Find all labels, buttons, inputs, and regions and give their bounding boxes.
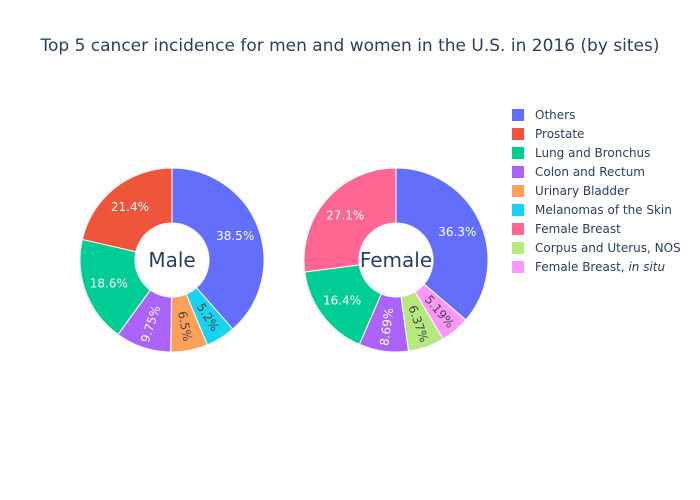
legend: Others Prostate Lung and Bronchus Colon and…	[512, 108, 681, 274]
slice-label: 36.3%	[438, 225, 476, 239]
slice-label: 38.5%	[216, 229, 254, 243]
pie-center-label: Female	[360, 248, 432, 272]
legend-label: Female Breast, in situ	[535, 260, 665, 274]
legend-swatch	[512, 147, 524, 159]
legend-item-corpus-and-uterus-nos[interactable]: Corpus and Uterus, NOS	[512, 241, 681, 255]
legend-swatch	[512, 204, 524, 216]
slice-prostate[interactable]	[81, 167, 173, 253]
slice-label: 18.6%	[90, 277, 128, 291]
pie-male: 38.5%5.2%6.5%9.75%18.6%21.4%Male	[79, 167, 265, 353]
slice-label: 8.69%	[377, 307, 396, 347]
slice-label: 21.4%	[111, 200, 149, 214]
pie-center-label: Male	[148, 248, 195, 272]
legend-label: Urinary Bladder	[535, 184, 629, 198]
slice-others[interactable]	[171, 167, 265, 330]
legend-label: Lung and Bronchus	[535, 146, 650, 160]
legend-swatch	[512, 185, 524, 197]
legend-swatch	[512, 166, 524, 178]
legend-label: Female Breast	[535, 222, 621, 236]
legend-item-urinary-bladder[interactable]: Urinary Bladder	[512, 184, 629, 198]
legend-item-colon-and-rectum[interactable]: Colon and Rectum	[512, 165, 645, 179]
slice-label: 16.4%	[323, 294, 361, 308]
pie-female: 36.3%5.19%6.37%8.69%16.4%27.1%Female	[303, 167, 489, 353]
legend-item-others[interactable]: Others	[512, 108, 575, 122]
legend-label: Colon and Rectum	[535, 165, 645, 179]
legend-swatch	[512, 128, 524, 140]
legend-swatch	[512, 223, 524, 235]
legend-label: Prostate	[535, 127, 584, 141]
pies: 38.5%5.2%6.5%9.75%18.6%21.4%Male36.3%5.1…	[79, 167, 489, 353]
slice-label: 27.1%	[326, 208, 364, 222]
chart-title: Top 5 cancer incidence for men and women…	[39, 36, 659, 56]
slice-female-breast[interactable]	[303, 167, 397, 273]
legend-swatch	[512, 242, 524, 254]
legend-item-lung-and-bronchus[interactable]: Lung and Bronchus	[512, 146, 650, 160]
legend-label: Others	[535, 108, 575, 122]
slice-others[interactable]	[395, 167, 489, 321]
legend-label: Corpus and Uterus, NOS	[535, 241, 681, 255]
slice-label: 6.5%	[175, 310, 195, 343]
legend-item-female-breast[interactable]: Female Breast	[512, 222, 621, 236]
legend-item-melanomas-of-the-skin[interactable]: Melanomas of the Skin	[512, 203, 672, 217]
slice-lung-and-bronchus[interactable]	[79, 238, 151, 336]
legend-swatch	[512, 261, 524, 273]
legend-label: Melanomas of the Skin	[535, 203, 672, 217]
legend-swatch	[512, 109, 524, 121]
legend-item-female-breast-in-situ[interactable]: Female Breast, in situ	[512, 260, 665, 274]
legend-item-prostate[interactable]: Prostate	[512, 127, 584, 141]
